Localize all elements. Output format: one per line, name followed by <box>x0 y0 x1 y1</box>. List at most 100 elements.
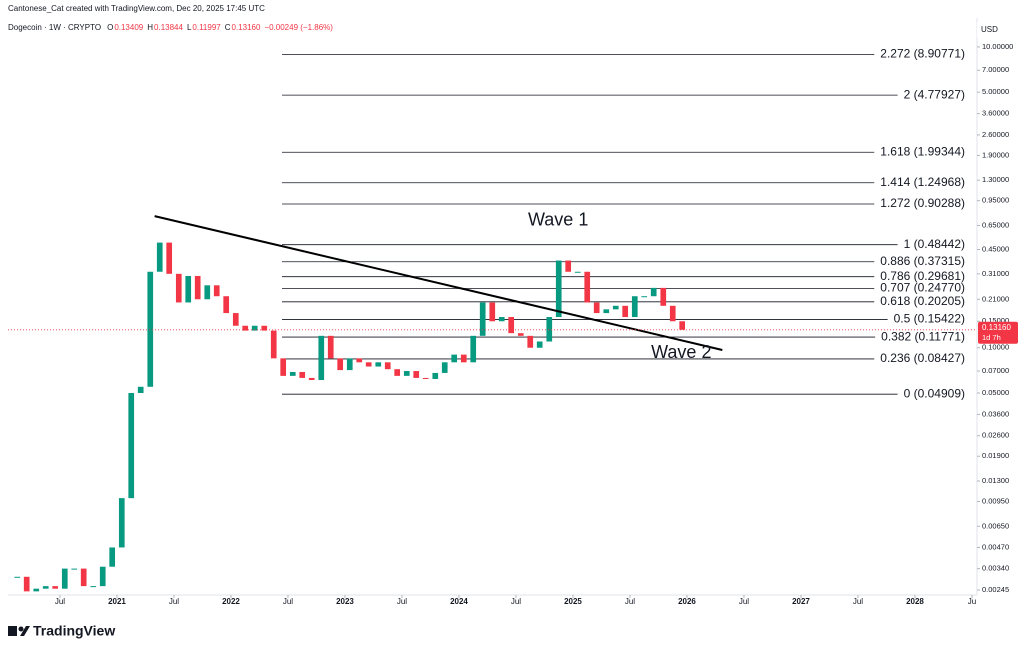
x-tick-label: 2023 <box>336 597 354 606</box>
candle <box>270 330 277 359</box>
candle <box>137 386 144 394</box>
candle <box>299 371 306 378</box>
y-tick-label: 0.95000 <box>982 196 1009 205</box>
candle <box>593 302 600 314</box>
ohlc-key: L <box>187 23 192 32</box>
ohlc-value: 0.13409 <box>114 23 143 32</box>
candle <box>61 568 68 589</box>
x-tick-label: 2027 <box>792 597 810 606</box>
y-tick-label: 0.00650 <box>982 521 1009 530</box>
y-tick-label: 3.60000 <box>982 109 1009 118</box>
fib-label: 1.618 (1.99344) <box>880 144 965 158</box>
y-tick-label: 1.90000 <box>982 150 1009 159</box>
candle <box>71 568 78 570</box>
legend: Dogecoin · 1W · CRYPTO O 0.13409 H 0.13844 L 0… <box>8 23 333 32</box>
candle <box>451 354 458 363</box>
currency-box <box>977 22 1017 38</box>
x-tick-label: 2021 <box>108 597 126 606</box>
candle <box>612 305 619 310</box>
fib-label: 1.414 (1.24968) <box>880 175 965 189</box>
candle <box>99 566 106 587</box>
candle <box>679 321 686 330</box>
y-tick-label: 0.03600 <box>982 409 1009 418</box>
candle <box>394 369 401 376</box>
candle <box>52 586 59 589</box>
candle <box>90 586 97 588</box>
trendline <box>154 215 723 351</box>
candle <box>546 317 553 342</box>
candle <box>650 287 657 297</box>
candle <box>517 333 524 336</box>
candle <box>622 305 629 318</box>
y-tick-label: 0.07000 <box>982 366 1009 375</box>
logo-mark <box>8 626 17 636</box>
symbol: Dogecoin · 1W · CRYPTO <box>8 23 101 32</box>
candle <box>261 325 268 331</box>
y-tick-label: 0.31000 <box>982 269 1009 278</box>
brand: TradingView <box>33 623 115 639</box>
candle <box>204 285 211 300</box>
fib-label: 0.618 (0.20205) <box>880 294 965 308</box>
plot: 2.272 (8.90771) 2 (4.77927) 1.618 (1.99344… <box>14 47 965 592</box>
fib-label: 0.886 (0.37315) <box>880 254 965 268</box>
candle <box>479 302 486 336</box>
y-tick-label: 0.00245 <box>982 585 1009 594</box>
y-tick-label: 1.30000 <box>982 175 1009 184</box>
candle <box>327 335 334 359</box>
y-tick-label: 0.10000 <box>982 343 1009 352</box>
candle <box>565 260 572 272</box>
candle <box>365 362 372 367</box>
fib-label: 2 (4.77927) <box>904 87 965 101</box>
fib-label: 0.382 (0.11771) <box>881 329 965 343</box>
x-tick-label: Jul <box>853 597 863 606</box>
candle <box>470 335 477 363</box>
candle <box>337 358 344 371</box>
ohlc-key: H <box>147 23 153 32</box>
x-tick-label: 2024 <box>450 597 468 606</box>
candle <box>80 568 87 587</box>
price-tag-value: 0.13160 <box>982 323 1011 332</box>
currency: USD <box>981 25 998 34</box>
candle <box>460 354 467 363</box>
ohlc-key: C <box>225 23 231 32</box>
y-tick-label: 0.45000 <box>982 244 1009 253</box>
candle <box>669 305 676 322</box>
candle <box>641 296 648 298</box>
candle <box>403 371 410 376</box>
candle <box>489 302 496 322</box>
y-tick-label: 0.01900 <box>982 451 1009 460</box>
logo-mark <box>18 626 24 632</box>
candle <box>356 358 363 363</box>
y-tick-label: 0.05000 <box>982 388 1009 397</box>
y-tick-label: 10.00000 <box>982 42 1013 51</box>
y-tick-label: 7.00000 <box>982 65 1009 74</box>
candle <box>232 313 239 326</box>
candle <box>422 377 429 379</box>
y-tick-label: 5.00000 <box>982 87 1009 96</box>
x-tick-label: Jul <box>283 597 293 606</box>
candle <box>109 547 116 567</box>
candle <box>280 358 287 376</box>
wave-label: Wave 2 <box>651 342 711 362</box>
logo: TradingView <box>8 623 115 639</box>
y-tick-label: 0.21000 <box>982 294 1009 303</box>
ohlc-value: 0.11997 <box>192 23 221 32</box>
candle <box>603 309 610 314</box>
candle <box>308 377 315 381</box>
wave-label: Wave 1 <box>528 209 588 229</box>
candle <box>118 498 125 548</box>
candle <box>441 362 448 373</box>
candle <box>42 586 49 589</box>
candle <box>660 287 667 306</box>
x-tick-label: Jul <box>739 597 749 606</box>
countdown: 1d 7h <box>982 333 1001 342</box>
fib-label: 0.707 (0.24770) <box>880 281 965 295</box>
candle <box>251 325 258 331</box>
ohlc-value: 0.13844 <box>154 23 183 32</box>
y-tick-label: 0.01300 <box>982 476 1009 485</box>
x-tick-label: 2028 <box>906 597 924 606</box>
price-tag <box>978 321 1018 344</box>
x-tick-label: Jul <box>511 597 521 606</box>
candle <box>33 588 40 592</box>
